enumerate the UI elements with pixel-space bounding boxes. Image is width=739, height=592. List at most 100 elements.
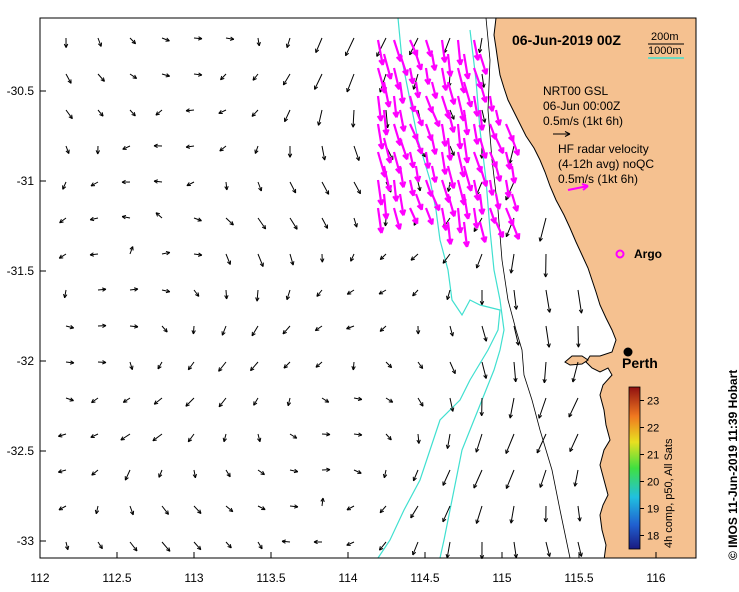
radar-arrow (440, 39, 447, 63)
perth-marker (623, 347, 633, 357)
model-arrow-head (546, 308, 552, 313)
model-arrow-head (326, 432, 331, 437)
radar-arrow (472, 207, 479, 229)
radar-arrow-head (414, 91, 422, 99)
radar-arrow (462, 109, 469, 136)
model-arrow-head (64, 545, 70, 551)
depth-legend-deep: 1000m (648, 45, 682, 57)
radar-arrow (494, 193, 501, 210)
model-arrow-head (314, 326, 320, 332)
y-tick-label: -31 (17, 174, 35, 188)
radar-arrow-head (430, 176, 438, 184)
radar-arrow-head (411, 217, 419, 225)
radar-arrow-head (416, 147, 424, 155)
radar-arrow (430, 53, 437, 71)
radar-arrow (478, 109, 484, 131)
model-arrow (253, 397, 259, 406)
radar-arrow-head (497, 231, 505, 239)
model-arrow-head (166, 547, 171, 552)
model-arrow-head (227, 543, 232, 549)
model-arrow-head (152, 437, 157, 442)
model-arrow (569, 433, 579, 452)
radar-arrow-head (416, 63, 424, 71)
model-arrow (350, 253, 355, 262)
model-arrow-head (412, 291, 417, 297)
radar-arrow-head (441, 84, 449, 91)
radar-arrow (414, 109, 424, 127)
model-arrow (412, 289, 419, 297)
model-arrow-head (315, 48, 320, 54)
model-arrow (346, 541, 355, 546)
model-arrow (417, 181, 421, 192)
model-arrow-head (186, 182, 191, 187)
radar-arrow-head (385, 184, 393, 192)
model-arrow-head (508, 414, 513, 419)
radar-arrow (494, 221, 504, 238)
model-arrow (289, 253, 294, 266)
model-arrow-head (89, 216, 95, 222)
colorbar-tick-label: 23 (647, 396, 659, 408)
model-arrow (256, 289, 259, 302)
model-arrow (353, 469, 362, 474)
model-arrow (449, 397, 454, 412)
x-tick-label: 114 (338, 571, 357, 585)
model-arrow (321, 433, 331, 436)
radar-arrow (510, 221, 520, 240)
model-arrow-head (165, 73, 171, 78)
radar-arrow (462, 81, 473, 108)
model-arrow (481, 73, 485, 88)
radar-scale-arrowhead (581, 183, 589, 191)
model-arrow-head (185, 402, 190, 407)
model-arrow (283, 361, 291, 369)
model-arrow-head (379, 327, 385, 332)
model-arrow (410, 505, 419, 519)
model-arrow (577, 541, 582, 557)
plot-frame (39, 17, 697, 559)
model-arrow-head (387, 363, 393, 369)
radar-arrow (478, 165, 488, 187)
model-arrow-head (285, 43, 291, 49)
rottnest-island (564, 355, 589, 366)
radar-arrow (376, 123, 384, 150)
model-arrow (89, 253, 99, 256)
radar-arrow-head (449, 182, 457, 190)
model-arrow-head (317, 121, 322, 126)
model-arrow-head (442, 481, 447, 486)
model-arrow (58, 433, 67, 437)
model-arrow-head (195, 292, 200, 297)
radar-arrow (478, 193, 484, 215)
model-arrow (385, 109, 389, 128)
model-arrow-head (281, 539, 286, 544)
model-arrow-head (505, 449, 510, 454)
model-arrow-head (89, 252, 94, 257)
model-arrow (289, 469, 298, 473)
model-arrow (545, 541, 551, 557)
model-arrow-head (284, 117, 289, 123)
model-arrow (218, 397, 227, 408)
model-arrow (123, 397, 131, 403)
model-arrow (289, 433, 298, 439)
model-arrow-head (185, 144, 191, 149)
model-arrow (65, 361, 75, 364)
model-arrow (91, 397, 99, 404)
model-arrow-head (294, 504, 299, 509)
model-arrow-head (165, 288, 171, 294)
model-arrow (223, 433, 227, 442)
model-arrow (289, 505, 299, 508)
radar-arrow (472, 179, 480, 201)
radar-arrow (392, 123, 402, 146)
model-arrow (65, 541, 69, 550)
model-arrow (281, 540, 291, 543)
model-arrow-head (505, 196, 510, 201)
model-arrow-head (536, 448, 541, 454)
model-arrow (545, 289, 551, 313)
model-arrow-head (483, 337, 488, 342)
model-arrow-head (131, 39, 137, 45)
model-arrow (287, 397, 291, 406)
radar-arrow (456, 179, 466, 206)
model-arrow (346, 289, 355, 295)
model-arrow (97, 37, 102, 47)
model-arrow-head (353, 223, 358, 228)
radar-arrow (456, 207, 462, 233)
model-arrow-head (415, 330, 421, 335)
